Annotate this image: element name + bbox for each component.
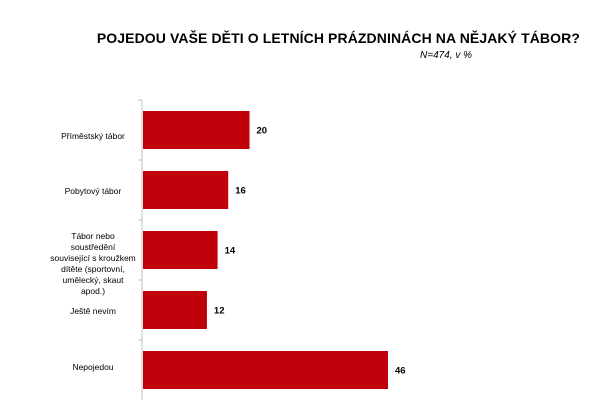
category-label-krouzek: Tábor nebo soustředění související s kro… [50,231,136,296]
bar [143,171,229,209]
data-label: 12 [214,306,225,317]
data-label: 16 [235,186,246,197]
chart-title: POJEDOU VAŠE DĚTI O LETNÍCH PRÁZDNINÁCH … [96,30,580,46]
data-label: 14 [225,246,236,257]
category-label-primestsky: Příměstský tábor [61,131,125,141]
category-label-nevim: Ještě nevím [70,306,116,316]
data-label: 20 [257,126,268,137]
chart-subtitle: N=474, v % [420,50,472,61]
category-label-nepojedou: Nepojedou [72,362,114,372]
category-label-pobytovy: Pobytový tábor [64,186,122,196]
bar [143,351,388,389]
bar [143,111,250,149]
bar [143,231,218,269]
data-label: 46 [395,366,406,377]
bar [143,291,207,329]
